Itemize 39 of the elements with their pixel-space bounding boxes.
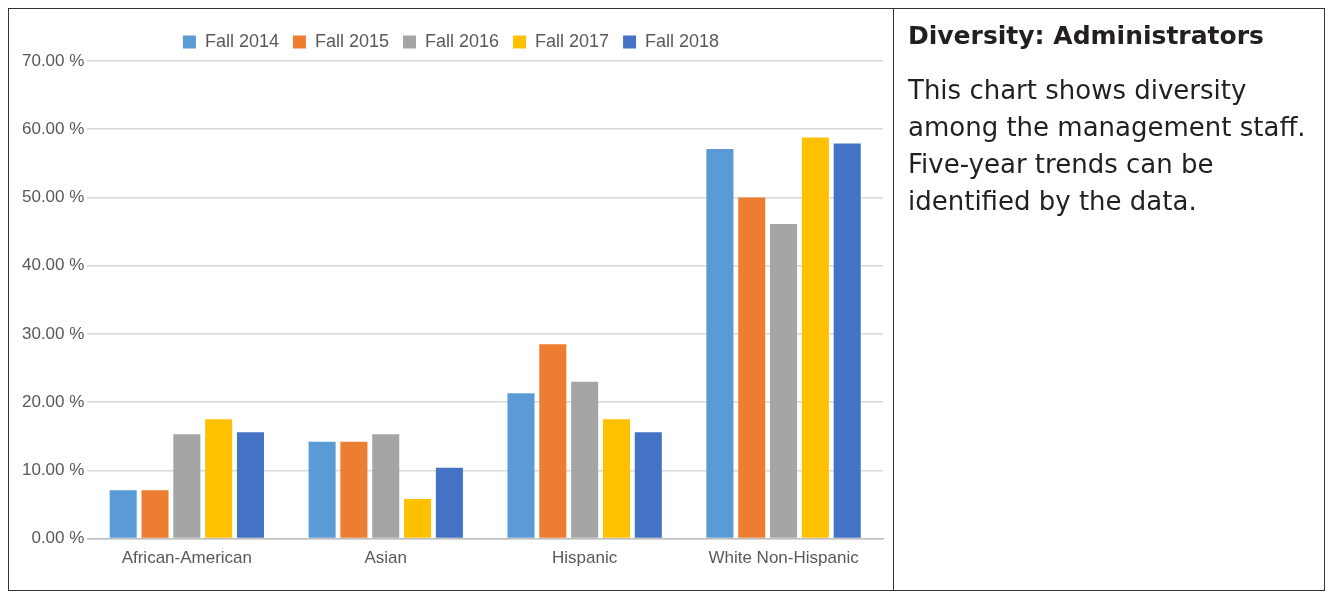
bar	[507, 393, 535, 538]
y-tick-label: 0.00 %	[31, 528, 85, 548]
bar	[539, 344, 567, 538]
y-tick-label: 60.00 %	[21, 118, 85, 138]
bar	[404, 499, 432, 538]
x-tick-label: African-American	[121, 548, 253, 568]
bar	[236, 432, 265, 538]
legend-label: Fall 2015	[314, 30, 389, 51]
legend-label: Fall 2017	[535, 30, 610, 51]
bar	[706, 149, 734, 538]
bar	[109, 490, 137, 538]
y-tick-label: 20.00 %	[21, 391, 85, 411]
bar	[634, 432, 662, 538]
text: This chart shows diversity among the management staff. Five-year trends can be identified by the data.	[908, 74, 1307, 218]
bar	[571, 381, 599, 538]
legend-label: Fall 2018	[645, 30, 720, 51]
bar	[435, 467, 463, 538]
y-tick-label: 10.00 %	[21, 460, 85, 480]
bar	[173, 434, 201, 538]
bar	[738, 197, 766, 538]
bar	[801, 137, 829, 538]
bar	[141, 490, 169, 538]
y-tick-label: 50.00 %	[21, 187, 85, 207]
y-tick-label: 30.00 %	[21, 323, 85, 343]
legend-label: Fall 2014	[204, 30, 279, 51]
legend-label: Fall 2016	[424, 30, 500, 51]
bar	[205, 419, 233, 538]
bar	[340, 441, 368, 538]
text: Diversity: Administrators	[908, 21, 1265, 50]
x-tick-label: Hispanic	[552, 548, 618, 568]
bar	[372, 434, 400, 538]
bar	[308, 441, 336, 538]
bar	[770, 224, 798, 538]
x-tick-label: Asian	[364, 548, 407, 568]
y-tick-label: 70.00 %	[21, 50, 85, 70]
bar	[833, 143, 861, 538]
y-tick-label: 40.00 %	[21, 255, 85, 275]
bar	[602, 419, 630, 538]
x-tick-label: White Non-Hispanic	[708, 548, 860, 568]
